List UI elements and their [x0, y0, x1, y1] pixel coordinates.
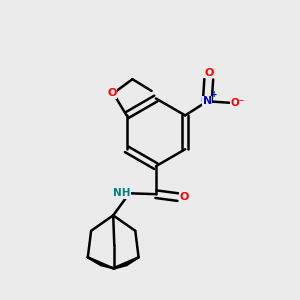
- Text: O⁻: O⁻: [230, 98, 245, 108]
- Text: +: +: [211, 90, 217, 99]
- Text: NH: NH: [113, 188, 131, 198]
- Text: O: O: [180, 192, 189, 202]
- Text: N: N: [203, 96, 212, 106]
- Text: O: O: [107, 88, 116, 98]
- Text: O: O: [204, 68, 214, 78]
